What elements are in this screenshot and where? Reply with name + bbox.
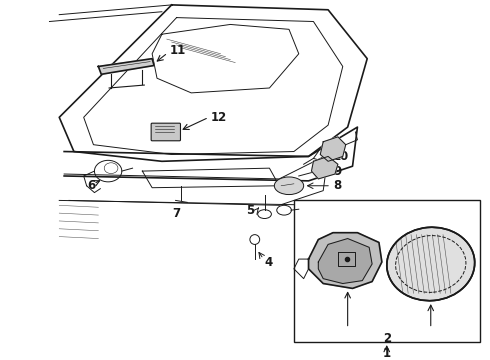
Polygon shape [320, 137, 346, 161]
Text: 8: 8 [333, 179, 341, 192]
Polygon shape [312, 157, 338, 179]
Text: 9: 9 [333, 165, 341, 177]
Text: 6: 6 [87, 179, 96, 192]
FancyBboxPatch shape [151, 123, 180, 141]
Text: 1: 1 [383, 347, 391, 360]
Text: 11: 11 [170, 44, 186, 57]
Ellipse shape [274, 177, 304, 194]
Polygon shape [318, 239, 372, 284]
Text: 7: 7 [172, 207, 181, 220]
Bar [294, 201, 480, 342]
Text: 12: 12 [211, 111, 227, 124]
Ellipse shape [387, 227, 475, 301]
Text: 4: 4 [265, 256, 273, 269]
Polygon shape [98, 59, 154, 74]
Polygon shape [309, 233, 382, 288]
Text: 10: 10 [333, 150, 349, 163]
Text: 5: 5 [246, 204, 255, 217]
Text: 2: 2 [383, 332, 391, 345]
Text: 3: 3 [317, 204, 324, 217]
